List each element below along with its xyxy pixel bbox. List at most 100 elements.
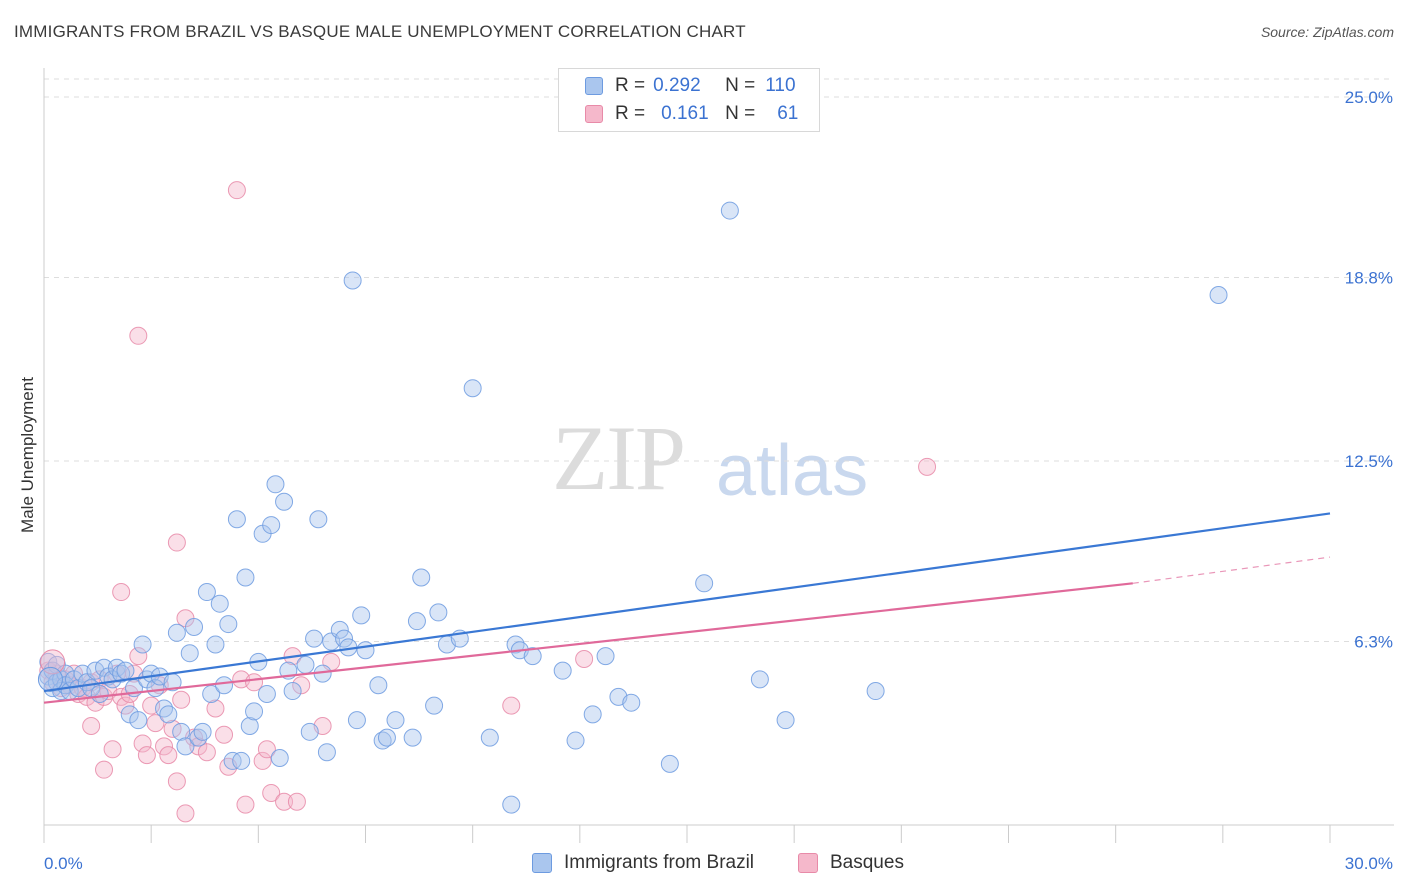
y-tick-label: 6.3% (1354, 633, 1393, 652)
basques-point (227, 181, 246, 200)
basques-point (95, 760, 114, 779)
legend-r-value: 0.161 (661, 103, 709, 124)
brazil-point (116, 661, 135, 680)
brazil-point (185, 617, 204, 636)
legend-row-brazil: R = 0.292 N = 110 (585, 73, 796, 99)
brazil-point (429, 603, 448, 622)
brazil-point (750, 670, 769, 689)
basques-point (146, 714, 165, 733)
brazil-point (159, 705, 178, 724)
correlation-legend: R = 0.292 N = 110 R = 0.161 N = 61 (558, 68, 820, 132)
brazil-point (317, 743, 336, 762)
y-tick-label: 12.5% (1345, 452, 1393, 471)
brazil-point (776, 711, 795, 730)
basques-point (215, 725, 234, 744)
basques-point (236, 795, 255, 814)
brazil-point (330, 620, 349, 639)
brazil-point (197, 583, 216, 602)
legend-label-basques: Basques (830, 852, 904, 873)
basques-trendline-extension (1132, 556, 1331, 584)
brazil-point (232, 751, 251, 770)
basques-point (172, 690, 191, 709)
legend-r-label: R = (615, 75, 646, 96)
basques-point (129, 326, 148, 345)
basques-point (253, 751, 272, 770)
legend-swatch-brazil (532, 853, 552, 873)
brazil-point (300, 722, 319, 741)
brazil-point (566, 731, 585, 750)
brazil-point (37, 666, 63, 692)
brazil-point (215, 676, 234, 695)
brazil-point (193, 722, 212, 741)
brazil-point (480, 728, 499, 747)
brazil-point (583, 705, 602, 724)
brazil-point (720, 201, 739, 220)
brazil-point (90, 684, 109, 703)
brazil-point (660, 754, 679, 773)
basques-point (575, 650, 594, 669)
basques-point (112, 583, 131, 602)
legend-item-basques: Basques (798, 852, 904, 874)
legend-n-value: 110 (765, 75, 796, 96)
y-tick-label: 18.8% (1345, 269, 1393, 288)
brazil-point (352, 606, 371, 625)
brazil-point (369, 676, 388, 695)
basques-point (262, 783, 281, 802)
basques-point (275, 792, 294, 811)
basques-point (129, 647, 148, 666)
basques-trendline (43, 582, 1133, 704)
brazil-point (347, 711, 366, 730)
brazil-point (305, 629, 324, 648)
brazil-point (236, 568, 255, 587)
brazil-point (270, 749, 289, 768)
basques-point (245, 673, 264, 692)
brazil-point (283, 682, 302, 701)
brazil-point (1209, 286, 1228, 305)
legend-n-value: 61 (777, 103, 799, 124)
brazil-point (275, 492, 294, 511)
legend-n-label: N = (725, 75, 756, 96)
brazil-point (622, 693, 641, 712)
brazil-point (133, 635, 152, 654)
brazil-point (296, 655, 315, 674)
x-tick-label: 30.0% (1345, 854, 1393, 873)
basques-point (918, 457, 937, 476)
brazil-point (172, 722, 191, 741)
basques-point (287, 792, 306, 811)
basques-point (257, 740, 276, 759)
brazil-point (176, 737, 195, 756)
legend-swatch-brazil (585, 77, 603, 95)
y-axis-label: Male Unemployment (18, 377, 37, 533)
brazil-point (219, 615, 238, 634)
legend-row-basques: R = 0.161 N = 61 (585, 101, 798, 127)
basques-point (197, 743, 216, 762)
brazil-point (425, 696, 444, 715)
legend-swatch-basques (798, 853, 818, 873)
brazil-point (412, 568, 431, 587)
brazil-point (146, 679, 165, 698)
brazil-point (407, 612, 426, 631)
brazil-point (262, 516, 281, 535)
brazil-point (206, 635, 225, 654)
brazil-point (502, 795, 521, 814)
legend-swatch-basques (585, 105, 603, 123)
basques-point (502, 696, 521, 715)
brazil-point (210, 594, 229, 613)
brazil-point (523, 647, 542, 666)
brazil-trendline (43, 512, 1331, 693)
brazil-point (596, 647, 615, 666)
source-label: Source: ZipAtlas.com (1260, 24, 1394, 40)
y-tick-label: 25.0% (1345, 88, 1393, 107)
brazil-point (167, 623, 186, 642)
brazil-point (377, 728, 396, 747)
legend-r-value: 0.292 (653, 75, 701, 96)
legend-label-brazil: Immigrants from Brazil (564, 852, 755, 873)
brazil-point (386, 711, 405, 730)
basques-point (176, 804, 195, 823)
brazil-point (695, 574, 714, 593)
watermark-atlas: atlas (716, 431, 869, 511)
legend-item-brazil: Immigrants from Brazil (532, 852, 754, 874)
brazil-point (180, 644, 199, 663)
brazil-point (343, 271, 362, 290)
